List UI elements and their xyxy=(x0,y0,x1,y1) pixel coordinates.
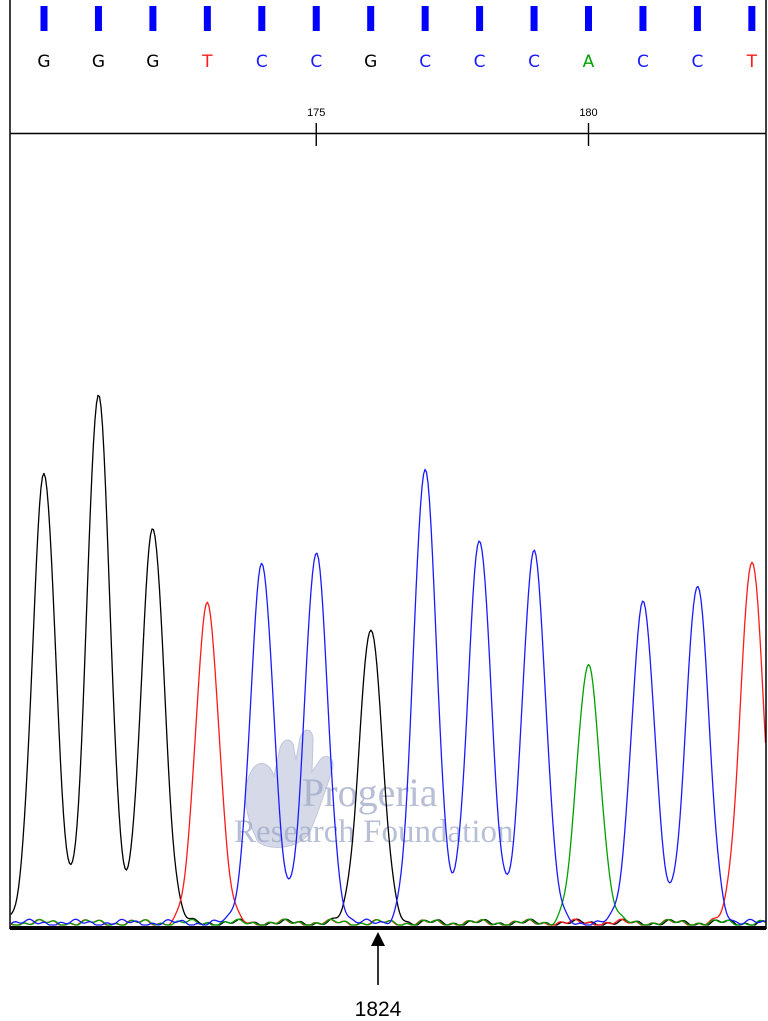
chart-frame xyxy=(9,0,767,930)
base-call-bar xyxy=(94,6,102,31)
base-call-bar xyxy=(693,6,701,31)
base-call-bar xyxy=(476,6,484,31)
base-call-label: A xyxy=(583,52,595,72)
base-call-label: G xyxy=(92,52,105,72)
base-call-label: G xyxy=(364,52,377,72)
base-call-label: C xyxy=(256,52,268,72)
base-call-bar xyxy=(367,6,375,31)
base-call-bar xyxy=(40,6,48,31)
base-call-bar xyxy=(639,6,647,31)
base-call-bar xyxy=(585,6,592,31)
baseline-axis xyxy=(10,926,766,930)
trace-line-T xyxy=(10,561,767,926)
base-call-bars xyxy=(40,6,756,31)
base-call-bar xyxy=(312,6,320,31)
base-call-label: C xyxy=(310,52,322,72)
watermark-line2: Research Foundation xyxy=(234,814,514,850)
base-call-bar xyxy=(530,6,538,31)
base-call-bar xyxy=(203,6,211,31)
base-call-label: T xyxy=(746,52,758,72)
hand-logo-icon xyxy=(245,729,334,848)
base-call-label: C xyxy=(474,52,486,72)
base-call-label: C xyxy=(691,52,703,72)
position-tick-label: 175 xyxy=(307,107,325,119)
base-call-label: T xyxy=(201,52,213,72)
trace-line-C xyxy=(10,468,766,926)
base-call-bar xyxy=(748,6,756,31)
position-tick-label: 180 xyxy=(579,107,597,119)
base-call-label: G xyxy=(146,52,159,72)
watermark-line1: Progeria xyxy=(302,770,438,815)
position-ticks: 175 180 xyxy=(307,107,598,146)
base-call-label: C xyxy=(528,52,540,72)
base-call-label: C xyxy=(419,52,431,72)
marker-label: 1824 xyxy=(355,998,402,1021)
base-call-bar xyxy=(149,6,157,31)
base-call-label: C xyxy=(637,52,649,72)
trace-lines xyxy=(10,394,767,926)
position-marker: 1824 xyxy=(355,932,402,1021)
watermark: Progeria Research Foundation xyxy=(234,729,514,850)
base-call-label: G xyxy=(37,52,50,72)
trace-line-G xyxy=(10,394,766,926)
base-call-bar xyxy=(421,6,429,31)
trace-line-A xyxy=(10,663,766,926)
base-call-bar xyxy=(258,6,266,31)
